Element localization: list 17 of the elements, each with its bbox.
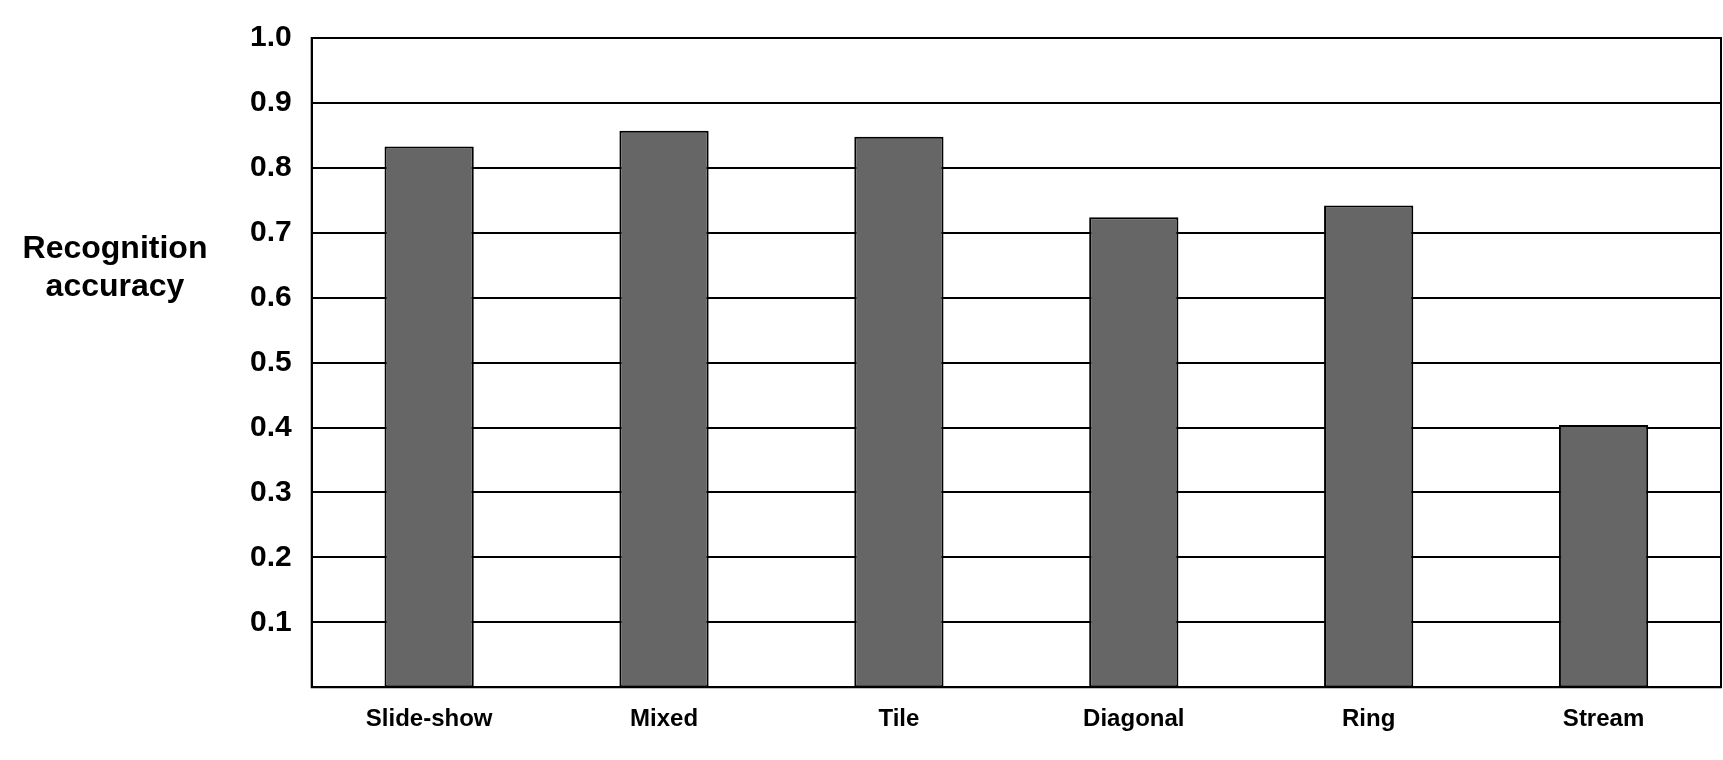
y-tick-label: 0.2: [249, 538, 292, 572]
x-tick-label: Slide-show: [365, 704, 493, 732]
x-tick-label: Ring: [1342, 704, 1396, 732]
y-tick-label: 0.3: [249, 473, 292, 507]
y-tick-label: 1.0: [249, 19, 292, 53]
y-tick-label: 0.9: [249, 84, 292, 118]
x-tick-label: Tile: [878, 704, 920, 732]
y-axis-title: Recognition accuracy: [21, 228, 209, 304]
y-tick-label: 0.1: [249, 603, 292, 637]
x-tick-label: Mixed: [630, 704, 699, 732]
x-tick-label: Stream: [1562, 704, 1645, 732]
y-tick-label: 0.6: [249, 278, 292, 312]
y-tick-label: 0.7: [249, 214, 292, 248]
x-tick-label: Diagonal: [1083, 704, 1185, 732]
y-tick-label: 0.4: [249, 408, 292, 442]
y-tick-label: 0.5: [249, 343, 292, 377]
y-tick-label: 0.8: [249, 149, 292, 183]
